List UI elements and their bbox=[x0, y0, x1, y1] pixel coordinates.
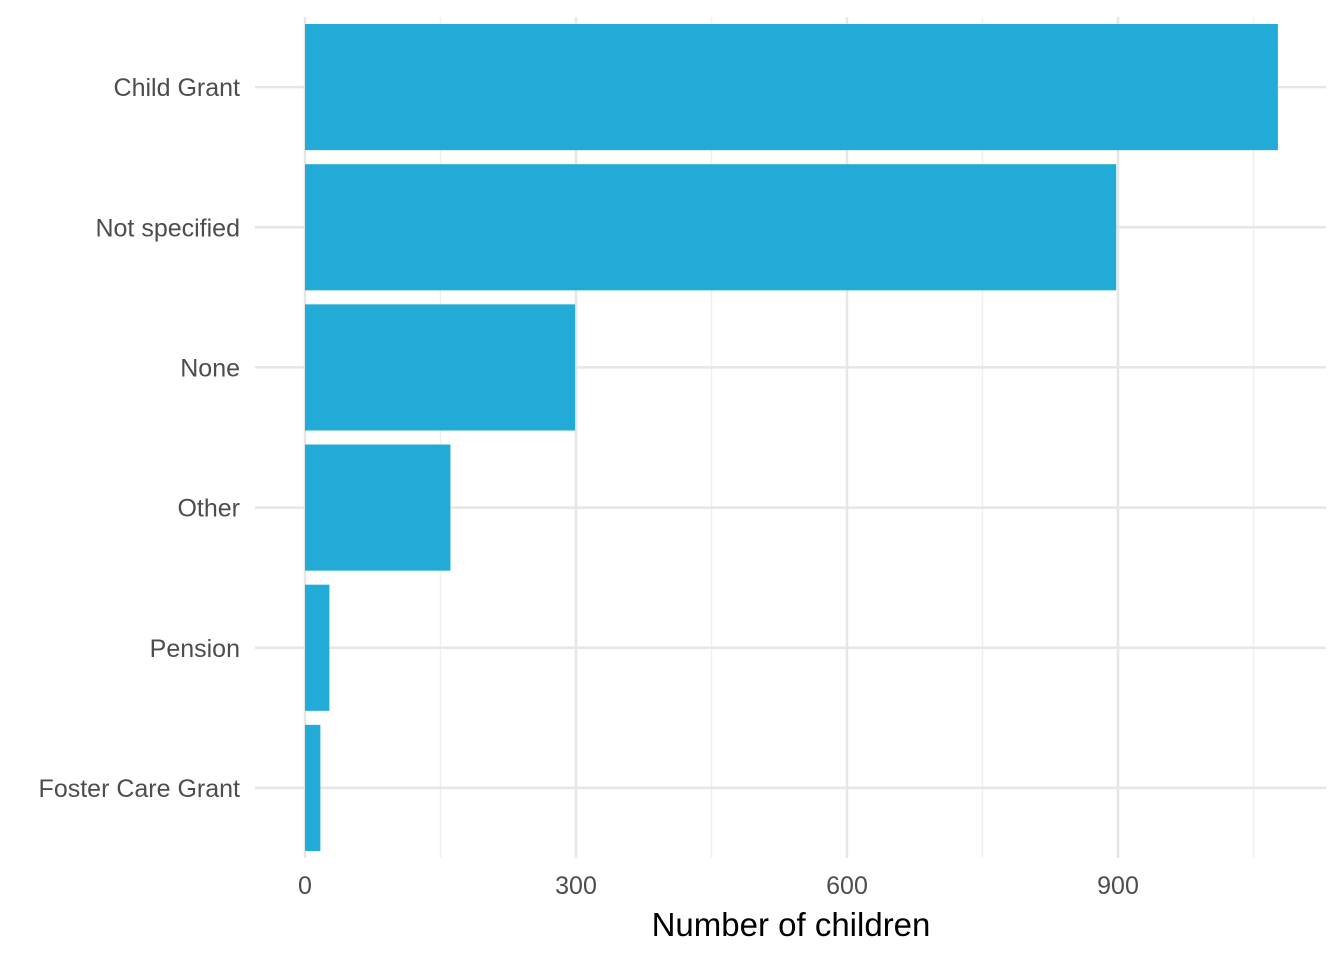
bar bbox=[305, 24, 1278, 151]
x-tick-label: 600 bbox=[826, 872, 868, 900]
category-label: Child Grant bbox=[114, 74, 240, 102]
bar bbox=[305, 304, 576, 431]
bar bbox=[305, 444, 451, 571]
category-label: None bbox=[180, 354, 240, 382]
category-label: Not specified bbox=[95, 214, 240, 242]
bar bbox=[305, 164, 1117, 291]
x-axis-title: Number of children bbox=[652, 906, 931, 943]
x-axis: 0 300 600 900 bbox=[298, 872, 1139, 900]
y-axis: Foster Care Grant Pension Other None Not spe… bbox=[39, 74, 241, 803]
category-label: Other bbox=[177, 495, 240, 523]
x-tick-label: 300 bbox=[555, 872, 597, 900]
x-tick-label: 0 bbox=[298, 872, 312, 900]
bar bbox=[305, 724, 321, 851]
bar bbox=[305, 584, 330, 711]
x-tick-label: 900 bbox=[1097, 872, 1139, 900]
bars bbox=[305, 24, 1278, 851]
category-label: Pension bbox=[150, 635, 240, 663]
category-label: Foster Care Grant bbox=[39, 775, 241, 803]
